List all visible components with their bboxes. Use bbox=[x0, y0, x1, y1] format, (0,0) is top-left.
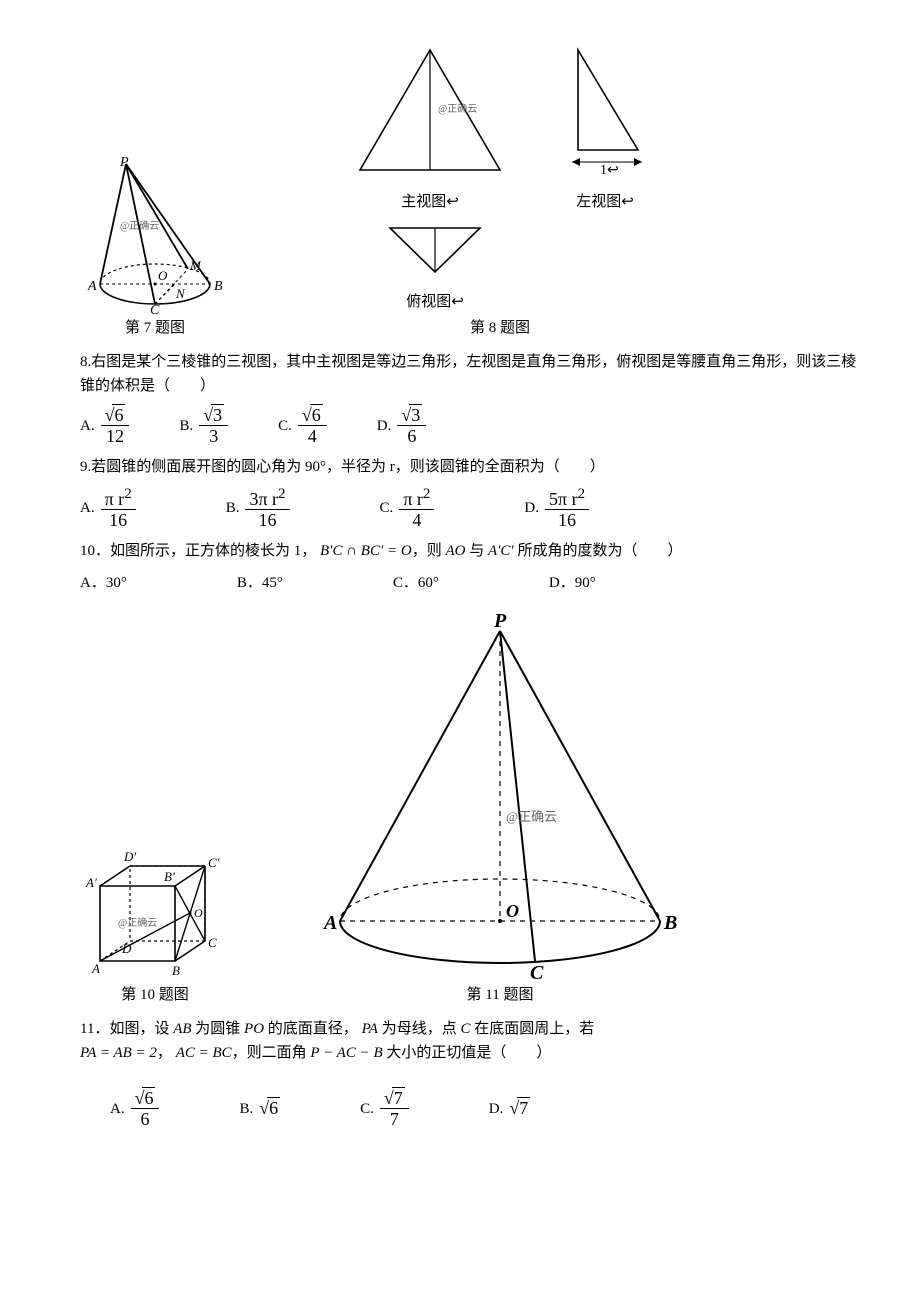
figure-10: A B C D A′ B′ C′ D′ O @正确云 第 10 题图 bbox=[80, 831, 230, 1007]
fig10-cp: C′ bbox=[208, 855, 220, 870]
q11-options: A. 66 B. 6 C. 77 D. 7 bbox=[110, 1089, 860, 1128]
figure-11: P A B C O @正确云 第 11 题图 bbox=[310, 611, 690, 1007]
fig11-b: B bbox=[663, 912, 677, 934]
fig7-label-n: N bbox=[175, 286, 186, 301]
figure-8: @正确云 主视图↩ 1↩ 左视图↩ 俯视图↩ bbox=[350, 40, 650, 340]
q9-opt-c: C. π r24 bbox=[380, 487, 435, 529]
q9-opt-d: D. 5π r216 bbox=[524, 487, 589, 529]
q9-c-label: C. bbox=[380, 496, 394, 520]
q10-opt-c: C．60° bbox=[393, 571, 439, 595]
fig7-label-a: A bbox=[87, 279, 97, 294]
fig11-c: C bbox=[530, 962, 544, 981]
q8-b-label: B. bbox=[179, 414, 193, 438]
fig8-left: 1↩ 左视图↩ bbox=[560, 40, 650, 214]
q11-text: 11．如图，设 AB 为圆锥 PO 的底面直径， PA 为母线，点 C 在底面圆… bbox=[80, 1017, 860, 1065]
question-10: 10．如图所示，正方体的棱长为 1， B′C ∩ BC′ = O，则 AO 与 … bbox=[80, 539, 860, 595]
fig7-label-o: O bbox=[158, 268, 168, 283]
fig11-a: A bbox=[322, 912, 337, 934]
fig10-o: O bbox=[194, 906, 203, 920]
q8-d-label: D. bbox=[377, 414, 392, 438]
q11-d-label: D. bbox=[489, 1097, 504, 1121]
q8-text: 8.右图是某个三棱锥的三视图，其中主视图是等边三角形，左视图是直角三角形，俯视图… bbox=[80, 350, 860, 398]
fig11-caption: 第 11 题图 bbox=[467, 983, 534, 1007]
question-11: 11．如图，设 AB 为圆锥 PO 的底面直径， PA 为母线，点 C 在底面圆… bbox=[80, 1017, 860, 1128]
fig11-o: O bbox=[506, 901, 519, 921]
q11-b-label: B. bbox=[239, 1097, 253, 1121]
q11-opt-a: A. 66 bbox=[110, 1089, 159, 1128]
q9-a-label: A. bbox=[80, 496, 95, 520]
q11-a-label: A. bbox=[110, 1097, 125, 1121]
fig8-watermark: @正确云 bbox=[438, 102, 477, 115]
q10-opt-d: D．90° bbox=[549, 571, 596, 595]
q10-opt-a: A．30° bbox=[80, 571, 127, 595]
fig11-p: P bbox=[493, 611, 507, 632]
q8-opt-a: A. 612 bbox=[80, 406, 129, 445]
fig7-label-m: M bbox=[189, 258, 202, 273]
fig8-front: @正确云 主视图↩ bbox=[350, 40, 510, 214]
q9-opt-b: B. 3π r216 bbox=[226, 487, 290, 529]
fig7-label-b: B bbox=[214, 279, 223, 294]
fig8-top-label: 俯视图↩ bbox=[380, 290, 490, 314]
q8-opt-d: D. 36 bbox=[377, 406, 426, 445]
q10-opt-b: B．45° bbox=[237, 571, 283, 595]
figure-row-10-11: A B C D A′ B′ C′ D′ O @正确云 第 10 题图 P A B… bbox=[80, 611, 860, 1007]
fig7-svg: P A B C M N O @正确云 bbox=[80, 154, 230, 314]
fig10-ap: A′ bbox=[85, 875, 97, 890]
fig7-watermark: @正确云 bbox=[120, 219, 159, 232]
fig10-watermark: @正确云 bbox=[118, 916, 157, 929]
q11-opt-d: D. 7 bbox=[489, 1089, 530, 1128]
q9-d-label: D. bbox=[524, 496, 539, 520]
fig8-front-label: 主视图↩ bbox=[350, 190, 510, 214]
figure-row-7-8: P A B C M N O @正确云 第 7 题图 @正确云 主视图↩ bbox=[80, 40, 860, 340]
fig8-left-label: 左视图↩ bbox=[560, 190, 650, 214]
fig8-top: 俯视图↩ bbox=[380, 220, 490, 314]
fig10-b: B bbox=[172, 963, 180, 978]
q11-opt-b: B. 6 bbox=[239, 1089, 280, 1128]
q11-opt-c: C. 77 bbox=[360, 1089, 409, 1128]
fig7-label-p: P bbox=[119, 155, 129, 170]
q9-opt-a: A. π r216 bbox=[80, 487, 136, 529]
q8-c-label: C. bbox=[278, 414, 292, 438]
fig10-d: D bbox=[121, 941, 132, 956]
fig11-watermark: @正确云 bbox=[506, 809, 557, 824]
fig10-a: A bbox=[91, 961, 100, 976]
fig7-label-c: C bbox=[150, 303, 160, 314]
fig10-bp: B′ bbox=[164, 869, 175, 884]
fig8-caption: 第 8 题图 bbox=[470, 316, 530, 340]
fig8-dim: 1↩ bbox=[600, 163, 619, 178]
q9-b-label: B. bbox=[226, 496, 240, 520]
question-9: 9.若圆锥的侧面展开图的圆心角为 90°，半径为 r，则该圆锥的全面积为（ ） … bbox=[80, 455, 860, 529]
q8-options: A. 612 B. 33 C. 64 D. 36 bbox=[80, 406, 860, 445]
figure-7: P A B C M N O @正确云 第 7 题图 bbox=[80, 154, 230, 340]
fig10-caption: 第 10 题图 bbox=[121, 983, 189, 1007]
q11-c-label: C. bbox=[360, 1097, 374, 1121]
fig10-dp: D′ bbox=[123, 849, 136, 864]
fig10-c: C bbox=[208, 935, 217, 950]
q9-text: 9.若圆锥的侧面展开图的圆心角为 90°，半径为 r，则该圆锥的全面积为（ ） bbox=[80, 455, 860, 479]
q10-options: A．30° B．45° C．60° D．90° bbox=[80, 571, 860, 595]
q9-options: A. π r216 B. 3π r216 C. π r24 D. 5π r216 bbox=[80, 487, 860, 529]
q8-a-label: A. bbox=[80, 414, 95, 438]
fig7-caption: 第 7 题图 bbox=[125, 316, 185, 340]
question-8: 8.右图是某个三棱锥的三视图，其中主视图是等边三角形，左视图是直角三角形，俯视图… bbox=[80, 350, 860, 445]
q8-opt-b: B. 33 bbox=[179, 406, 228, 445]
q10-text: 10．如图所示，正方体的棱长为 1， B′C ∩ BC′ = O，则 AO 与 … bbox=[80, 539, 860, 563]
q8-opt-c: C. 64 bbox=[278, 406, 327, 445]
